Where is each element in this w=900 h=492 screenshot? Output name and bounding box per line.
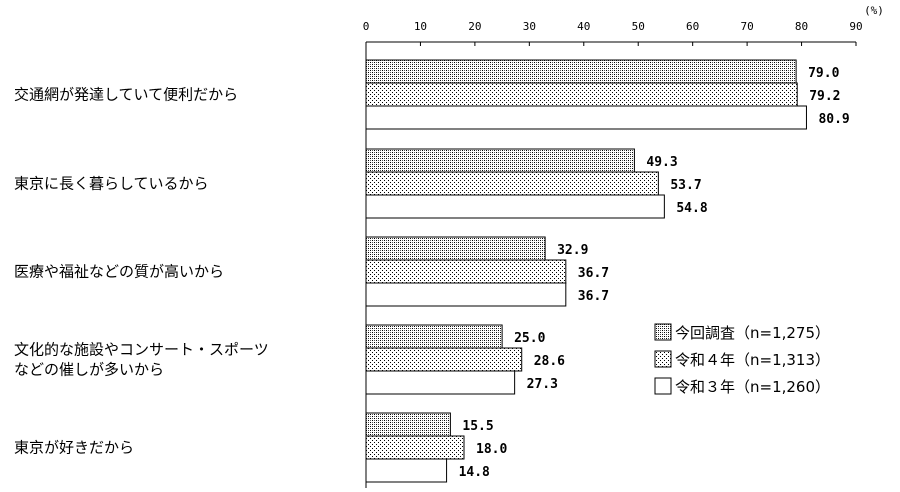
- legend-swatch: [654, 350, 672, 368]
- bar: [365, 259, 567, 284]
- bar: [365, 194, 665, 219]
- data-label: 25.0: [514, 331, 545, 346]
- category-label: などの催しが多いから: [14, 361, 164, 379]
- bar: [365, 105, 807, 130]
- bar: [365, 370, 516, 395]
- data-label: 53.7: [670, 178, 701, 193]
- data-label: 49.3: [646, 155, 677, 170]
- labels: 79.0 49.3 32.9 25.0 15.5 79.2 53.7 36.7 28.6 18.0…: [14, 66, 850, 480]
- bar: [365, 171, 659, 196]
- legend-label: 令和３年（n=1,260）: [675, 378, 830, 396]
- x-tick-label: 80: [795, 20, 808, 33]
- bar: [365, 458, 448, 483]
- data-label: 36.7: [578, 266, 609, 281]
- x-tick-label: 0: [363, 20, 370, 33]
- legend-swatch: [654, 377, 672, 395]
- bar: [365, 82, 798, 107]
- x-tick-label: 40: [577, 20, 590, 33]
- data-label: 14.8: [459, 465, 490, 480]
- legend-label: 今回調査（n=1,275）: [675, 324, 830, 342]
- category-label: 東京に長く暮らしているから: [14, 175, 209, 193]
- x-tick-label: 30: [523, 20, 536, 33]
- data-label: 32.9: [557, 243, 588, 258]
- axis: 0 10 20 30 40 50 60 70 80 90(%): [363, 4, 884, 488]
- x-tick-label: 70: [740, 20, 753, 33]
- x-tick-label: 60: [686, 20, 699, 33]
- data-label: 15.5: [462, 419, 493, 434]
- bar: [365, 236, 546, 261]
- category-label: 文化的な施設やコンサート・スポーツ: [14, 341, 269, 359]
- x-tick-label: 50: [632, 20, 645, 33]
- data-label: 79.2: [809, 89, 840, 104]
- legend-swatch: [654, 323, 672, 341]
- bar: [365, 59, 797, 84]
- data-label: 18.0: [476, 442, 507, 457]
- bars: [365, 59, 807, 483]
- bar: [365, 282, 567, 307]
- x-tick-label: 10: [414, 20, 427, 33]
- data-label: 28.6: [534, 354, 565, 369]
- x-tick-label: 20: [468, 20, 481, 33]
- x-tick-label: 90: [849, 20, 862, 33]
- data-label: 27.3: [527, 377, 558, 392]
- category-label: 交通網が発達していて便利だから: [14, 86, 238, 104]
- data-label: 36.7: [578, 289, 609, 304]
- data-label: 80.9: [818, 112, 849, 127]
- category-label: 東京が好きだから: [14, 439, 134, 457]
- bar: [365, 148, 635, 173]
- bar: [365, 347, 523, 372]
- data-label: 54.8: [676, 201, 707, 216]
- data-label: 79.0: [808, 66, 839, 81]
- bar: [365, 324, 503, 349]
- unit-label: (%): [864, 4, 884, 17]
- category-label: 医療や福祉などの質が高いから: [14, 263, 224, 281]
- bar: [365, 435, 465, 460]
- legend: 今回調査（n=1,275） 令和４年（n=1,313） 令和３年（n=1,260）: [654, 323, 830, 396]
- bar: [365, 412, 451, 437]
- legend-label: 令和４年（n=1,313）: [675, 351, 830, 369]
